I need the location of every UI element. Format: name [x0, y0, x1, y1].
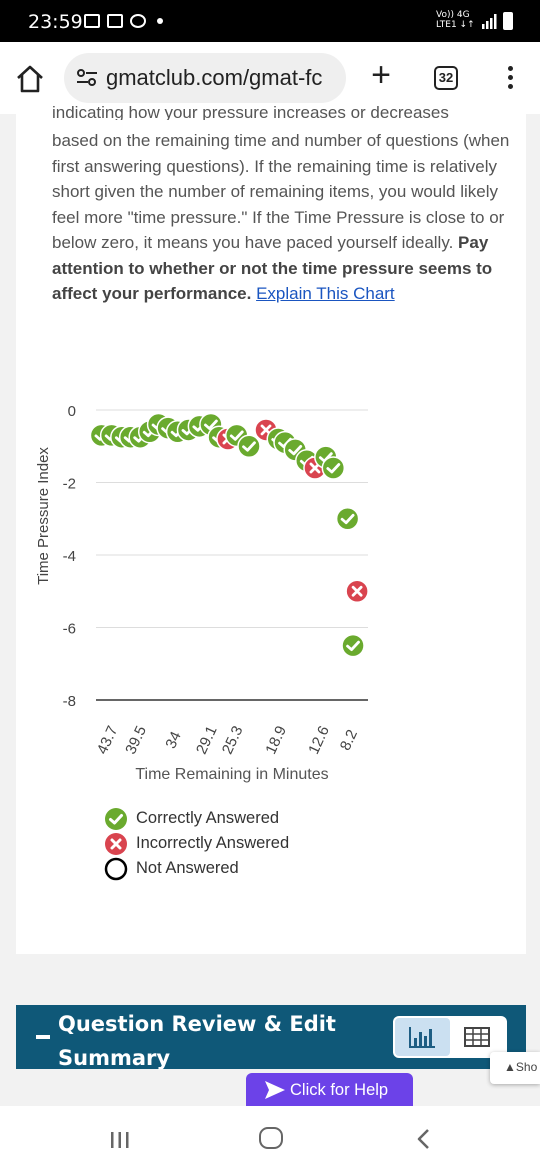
empty-circle-icon [104, 857, 128, 881]
browser-toolbar: gmatclub.com/gmat-fc + 32 [0, 42, 540, 114]
x-tick-label: 43.7 [94, 723, 122, 757]
point-correct[interactable] [335, 507, 360, 531]
chart-grid [96, 409, 368, 701]
home-icon[interactable] [14, 64, 46, 94]
help-button[interactable]: Click for Help [246, 1073, 413, 1107]
description-cut-line: indicating how your pressure increases o… [52, 106, 449, 120]
notification-dot-icon [157, 18, 163, 24]
network-line2: LTE1 ↓↑ [436, 20, 475, 30]
x-tick-label: 25.3 [219, 723, 247, 757]
description-text: based on the remaining time and number o… [52, 131, 510, 252]
bell-icon: ▲ [504, 1060, 516, 1074]
collapse-icon[interactable] [36, 1035, 50, 1039]
time-pressure-card: indicating how your pressure increases o… [16, 106, 526, 954]
gallery-icon [107, 14, 123, 28]
signal-icon [482, 14, 497, 29]
back-icon[interactable] [416, 1128, 430, 1150]
y-tick-label: -8 [63, 693, 76, 710]
table-view-button[interactable] [450, 1018, 505, 1056]
x-tick-label: 29.1 [193, 723, 221, 757]
bar-chart-icon [409, 1027, 435, 1048]
x-axis-label: Time Remaining in Minutes [135, 766, 328, 783]
view-toggle [393, 1016, 507, 1058]
y-tick-label: -2 [63, 476, 76, 493]
play-arrow-icon [265, 1081, 285, 1099]
point-correct[interactable] [321, 456, 346, 480]
x-tick-label: 8.2 [337, 727, 361, 753]
home-circle-icon[interactable] [259, 1127, 283, 1149]
y-tick-label: -4 [63, 548, 76, 565]
battery-icon [503, 12, 513, 30]
url-text: gmatclub.com/gmat-fc [106, 65, 323, 90]
x-tick-label: 12.6 [305, 723, 333, 757]
clock: 23:59 [28, 11, 83, 33]
legend-incorrect-label: Incorrectly Answered [136, 834, 290, 852]
chart-view-button[interactable] [395, 1018, 450, 1056]
chart-points [89, 412, 369, 658]
show-tab[interactable]: ▲Sho [490, 1052, 540, 1084]
review-title: Question Review & Edit Summary [58, 1012, 336, 1070]
y-axis-label: Time Pressure Index [35, 447, 52, 585]
y-tick-label: 0 [68, 403, 76, 420]
x-tick-label: 18.9 [262, 723, 290, 757]
system-nav-bar [0, 1106, 540, 1170]
y-tick-labels: 0 -2 -4 -6 -8 [63, 403, 76, 710]
question-review-header[interactable]: Question Review & Edit Summary [16, 1005, 526, 1070]
point-correct[interactable] [341, 633, 365, 658]
description-bold-text: Pay attention to whether or not the time… [52, 233, 493, 303]
site-settings-icon[interactable] [76, 69, 98, 87]
x-tick-labels: 43.7 39.5 34 29.125.3 18.9 12.6 8.2 [94, 723, 361, 757]
more-vert-icon[interactable] [500, 64, 520, 94]
time-pressure-chart: 0-2-4-6-8 43.7 39.5 34 29.125.3 18.9 12.6 8.2 … [35, 403, 369, 783]
network-line1: Vo)) 4G [436, 10, 470, 20]
show-label: Sho [515, 1060, 538, 1074]
new-tab-button[interactable]: + [371, 56, 391, 94]
point-incorrect[interactable] [345, 579, 369, 603]
y-tick-label: -6 [63, 621, 76, 638]
calendar-icon [84, 14, 100, 28]
x-tick-label: 39.5 [122, 723, 150, 757]
tab-switcher-button[interactable]: 32 [434, 66, 458, 90]
network-indicator: Vo)) 4G LTE1 ↓↑ [436, 10, 475, 30]
explain-chart-link[interactable]: Explain This Chart [256, 284, 395, 303]
check-circle-icon [105, 808, 127, 830]
recent-apps-icon[interactable] [110, 1131, 130, 1149]
chart-description: based on the remaining time and number o… [52, 128, 512, 307]
x-tick-label: 34 [162, 729, 184, 751]
status-bar: 23:59 Vo)) 4G LTE1 ↓↑ [0, 0, 540, 42]
address-bar[interactable]: gmatclub.com/gmat-fc [64, 53, 346, 103]
help-label: Click for Help [290, 1081, 389, 1099]
whatsapp-icon [130, 14, 146, 28]
legend-unanswered-label: Not Answered [136, 859, 239, 877]
x-circle-icon [105, 833, 127, 855]
table-icon [464, 1027, 490, 1047]
point-correct[interactable] [237, 434, 261, 458]
legend-correct-label: Correctly Answered [136, 809, 280, 827]
